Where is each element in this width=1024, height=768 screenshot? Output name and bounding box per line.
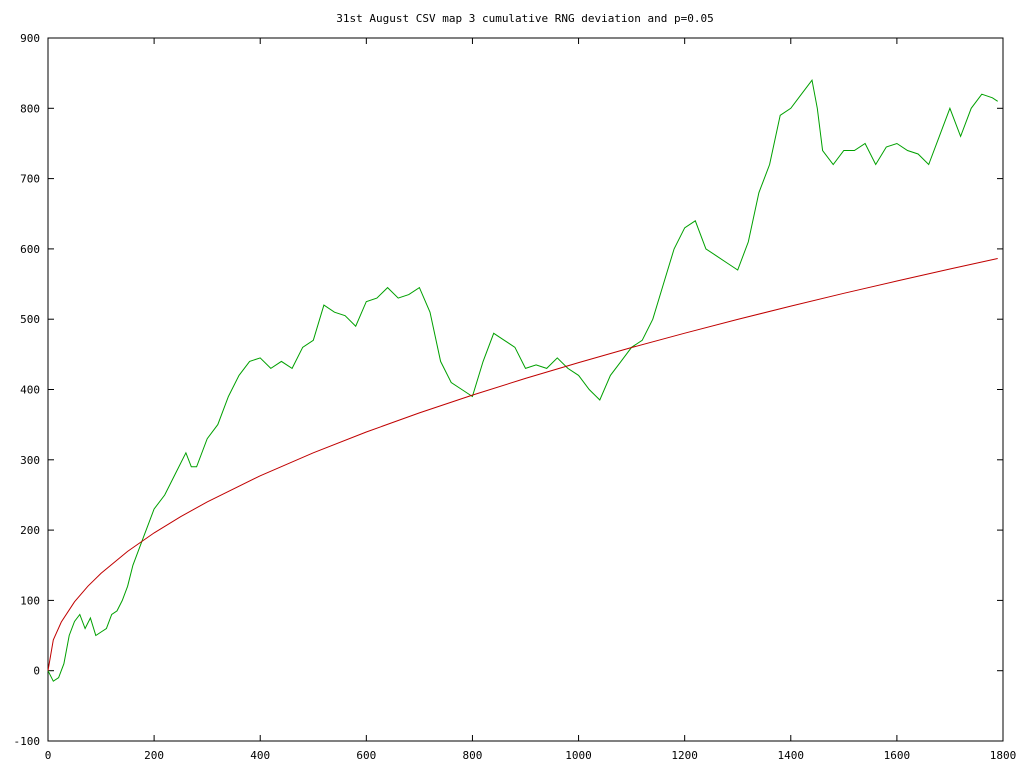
series-line-p005-threshold (47, 258, 998, 671)
x-tick-label: 400 (250, 749, 270, 762)
chart-title: 31st August CSV map 3 cumulative RNG dev… (336, 12, 714, 25)
y-tick-label: 500 (20, 313, 40, 326)
x-tick-label: 200 (144, 749, 164, 762)
axis-ticks: 0 200 400 600 800 1000 1200 1400 1600 1800 -100 0 10… (14, 32, 1017, 762)
x-tick-label: 1400 (778, 749, 805, 762)
plot-frame (47, 37, 1004, 742)
x-tick-label: 0 (45, 749, 52, 762)
x-tick-label: 1000 (565, 749, 592, 762)
x-tick-label: 800 (463, 749, 483, 762)
y-tick-label: 300 (20, 454, 40, 467)
x-tick-label: 600 (356, 749, 376, 762)
y-tick-label: 200 (20, 524, 40, 537)
y-tick-label: 0 (33, 665, 40, 678)
y-tick-label: 100 (20, 594, 40, 607)
y-tick-label: 900 (20, 32, 40, 45)
series-line-cumulative-deviation (47, 78, 998, 682)
x-tick-label: 1600 (884, 749, 911, 762)
x-tick-label: 1200 (671, 749, 698, 762)
y-tick-label: 600 (20, 243, 40, 256)
y-tick-label: 800 (20, 102, 40, 115)
y-tick-label: 700 (20, 173, 40, 186)
y-tick-label: -100 (14, 735, 41, 748)
x-tick-label: 1800 (990, 749, 1017, 762)
y-tick-label: 400 (20, 384, 40, 397)
series-layer (47, 78, 998, 682)
